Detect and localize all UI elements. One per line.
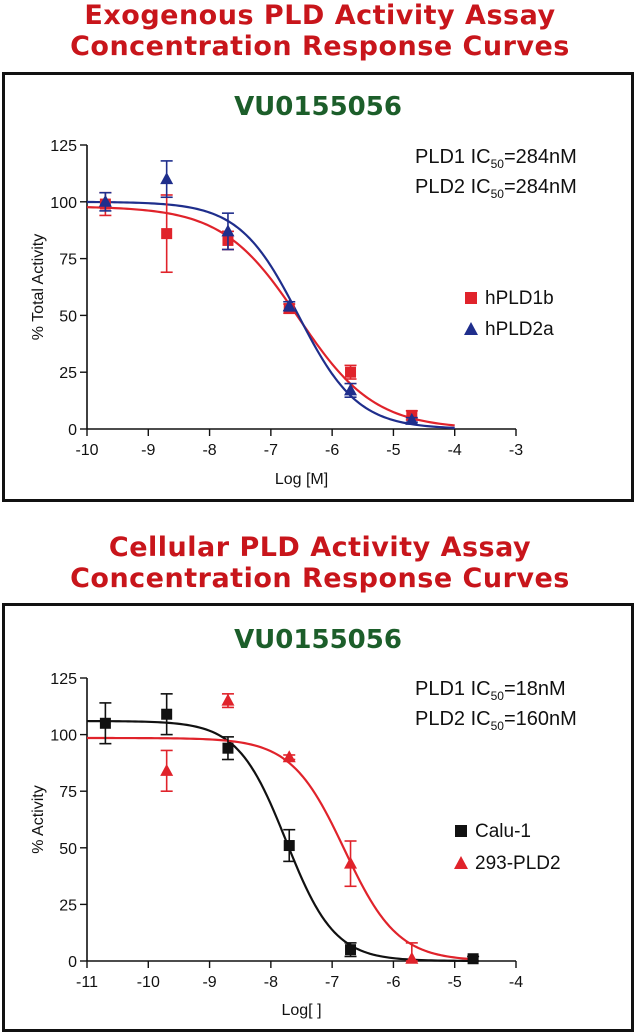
chart2-293-pld2-point (282, 750, 296, 763)
cellular-title-line2: Concentration Response Curves (70, 563, 570, 594)
chart1-hpld2a-point (344, 383, 358, 396)
chart1-x-tick-label: -4 (448, 442, 462, 459)
chart1-ic50-annotation: PLD1 IC50=284nM (415, 146, 577, 171)
exogenous-title-line1: Exogenous PLD Activity Assay (84, 0, 556, 31)
chart1-compound-title: VU0155056 (234, 92, 402, 122)
cellular-assay-title: Cellular PLD Activity Assay Concentratio… (0, 532, 640, 594)
chart1-hpld1b-point (161, 228, 173, 240)
chart2-x-tick-label: -6 (386, 974, 400, 991)
chart1-hpld1b-fit-curve (86, 206, 455, 427)
chart1-hpld2a-point (98, 194, 112, 207)
chart2-293-pld2-point (344, 856, 358, 869)
chart1-hpld2a-point (221, 224, 235, 237)
chart1-hpld1b-point (345, 366, 357, 378)
chart1-legend-marker-hpld2a (464, 322, 478, 335)
chart1-hpld2a-point (282, 299, 296, 312)
chart1-legend-marker-hpld1b (465, 292, 477, 304)
chart2-x-tick-label: -11 (76, 974, 98, 991)
chart2-calu-1-point (99, 717, 111, 729)
cellular-chart: VU0155056 0 25 50 75 100 125 -11 -10 -9 -8 -7 -6 -5 -4… (30, 625, 577, 1019)
chart2-ic50-annotation: PLD2 IC50=160nM (415, 708, 577, 733)
exogenous-assay-title: Exogenous PLD Activity Assay Concentrati… (0, 0, 640, 62)
chart2-legend-label-293-pld2: 293-PLD2 (475, 853, 561, 874)
chart1-x-axis-label: Log [M] (275, 471, 328, 488)
chart2-calu-1-point (345, 944, 357, 956)
chart1-x-tick-label: -9 (141, 442, 155, 459)
exogenous-chart: VU0155056 0 25 50 75 100 125 -10 -9 -8 -7 -6 -5 -4 -3 L… (30, 92, 577, 488)
chart2-x-tick-label: -7 (325, 974, 339, 991)
cellular-chart-panel: VU0155056 0 25 50 75 100 125 -11 -10 -9 -8 -7 -6 -5 -4… (2, 603, 634, 1032)
chart2-x-tick-label: -8 (264, 974, 278, 991)
chart1-y-tick-label: 75 (59, 252, 77, 269)
chart2-y-axis-label: % Activity (30, 785, 47, 853)
chart1-x-tick-label: -3 (509, 442, 523, 459)
chart2-y-tick-label: 25 (59, 897, 77, 914)
chart2-compound-title: VU0155056 (234, 625, 402, 655)
chart2-293-pld2-point (221, 693, 235, 706)
chart2-293-pld2-point (160, 763, 174, 776)
cellular-title-line1: Cellular PLD Activity Assay (108, 532, 532, 563)
chart1-y-tick-label: 125 (50, 138, 77, 155)
chart1-x-tick-label: -7 (264, 442, 278, 459)
chart2-y-tick-label: 50 (59, 841, 77, 858)
chart1-y-tick-label: 100 (50, 195, 77, 212)
chart2-ic50-annotation: PLD1 IC50=18nM (415, 678, 566, 703)
chart1-y-tick-label: 0 (68, 422, 77, 439)
chart1-x-tick-label: -8 (202, 442, 216, 459)
chart2-calu-1-point (467, 953, 479, 965)
chart2-x-tick-label: -9 (202, 974, 216, 991)
chart2-293-pld2-fit-curve (87, 736, 474, 961)
chart2-legend-label-calu-1: Calu-1 (475, 821, 531, 842)
chart1-hpld2a-point (160, 172, 174, 185)
chart1-ic50-annotation: PLD2 IC50=284nM (415, 176, 577, 201)
chart2-legend-marker-calu-1 (455, 825, 467, 837)
chart2-x-tick-label: -4 (509, 974, 523, 991)
chart2-x-tick-label: -5 (448, 974, 462, 991)
chart2-y-tick-label: 0 (68, 954, 77, 971)
chart1-x-tick-label: -6 (325, 442, 339, 459)
exogenous-title-line2: Concentration Response Curves (70, 31, 570, 62)
chart1-legend-label-hpld1b: hPLD1b (485, 288, 554, 309)
chart2-calu-1-point (283, 840, 295, 852)
chart2-293-pld2-point (405, 951, 419, 964)
chart2-y-tick-label: 100 (50, 728, 77, 745)
chart1-x-tick-label: -10 (75, 442, 98, 459)
chart1-y-tick-label: 25 (59, 365, 77, 382)
chart1-hpld2a-point (405, 412, 419, 425)
exogenous-chart-panel: VU0155056 0 25 50 75 100 125 -10 -9 -8 -7 -6 -5 -4 -3 L… (2, 72, 634, 502)
chart2-y-tick-label: 75 (59, 784, 77, 801)
chart2-x-axis-label: Log[ ] (281, 1002, 321, 1019)
chart2-legend-marker-293-pld2 (454, 856, 468, 869)
chart1-y-tick-label: 50 (59, 308, 77, 325)
chart1-y-axis-label: % Total Activity (30, 234, 47, 340)
chart2-x-tick-label: -10 (137, 974, 160, 991)
chart1-x-tick-label: -5 (386, 442, 400, 459)
chart2-y-tick-label: 125 (50, 671, 77, 688)
chart2-calu-1-point (222, 742, 234, 754)
chart2-calu-1-point (161, 708, 173, 720)
chart1-legend-label-hpld2a: hPLD2a (485, 319, 554, 340)
chart1-hpld2a-fit-curve (86, 200, 455, 429)
